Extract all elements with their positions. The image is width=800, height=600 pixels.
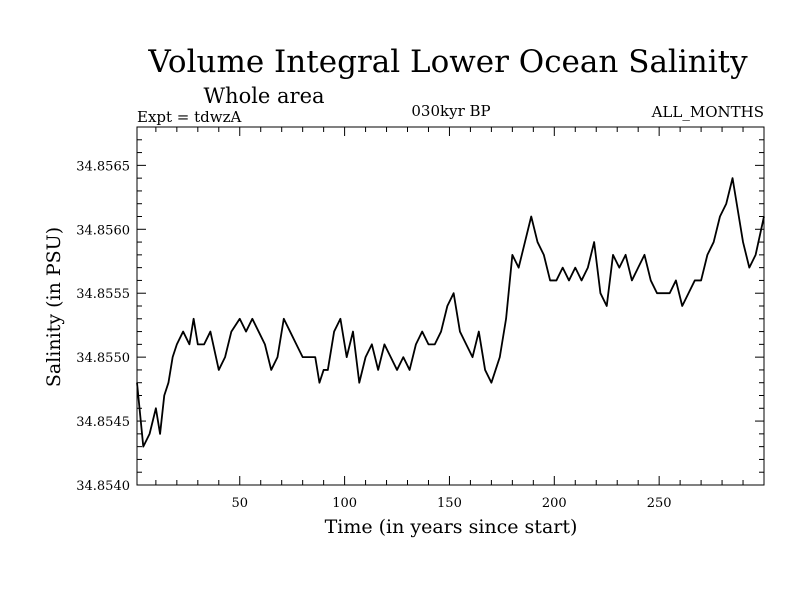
chart-subtitle: Whole area [203, 84, 324, 108]
x-tick-label: 150 [437, 496, 462, 511]
x-axis-label: Time (in years since start) [325, 516, 578, 538]
y-tick-label: 34.8550 [76, 351, 130, 366]
y-tick-label: 34.8555 [76, 287, 130, 302]
x-tick-label: 100 [332, 496, 357, 511]
plot-frame [136, 126, 765, 486]
series-line [136, 177, 765, 448]
axis-tick-labels: 50 100 150 200 250 34.8540 34.8545 34.8550 34.85… [76, 159, 671, 511]
experiment-label: Expt = tdwzA [137, 108, 242, 126]
y-axis-label: Salinity (in PSU) [43, 227, 65, 387]
x-tick-label: 250 [647, 496, 672, 511]
months-label: ALL_MONTHS [651, 103, 764, 121]
y-tick-label: 34.8545 [76, 415, 130, 430]
y-tick-label: 34.8565 [76, 159, 130, 174]
y-tick-label: 34.8540 [76, 479, 130, 494]
y-tick-label: 34.8560 [76, 223, 130, 238]
period-label: 030kyr BP [411, 102, 490, 120]
chart-title: Volume Integral Lower Ocean Salinity [147, 44, 748, 80]
axis-ticks [137, 126, 765, 486]
x-tick-label: 50 [231, 496, 248, 511]
x-tick-label: 200 [542, 496, 567, 511]
